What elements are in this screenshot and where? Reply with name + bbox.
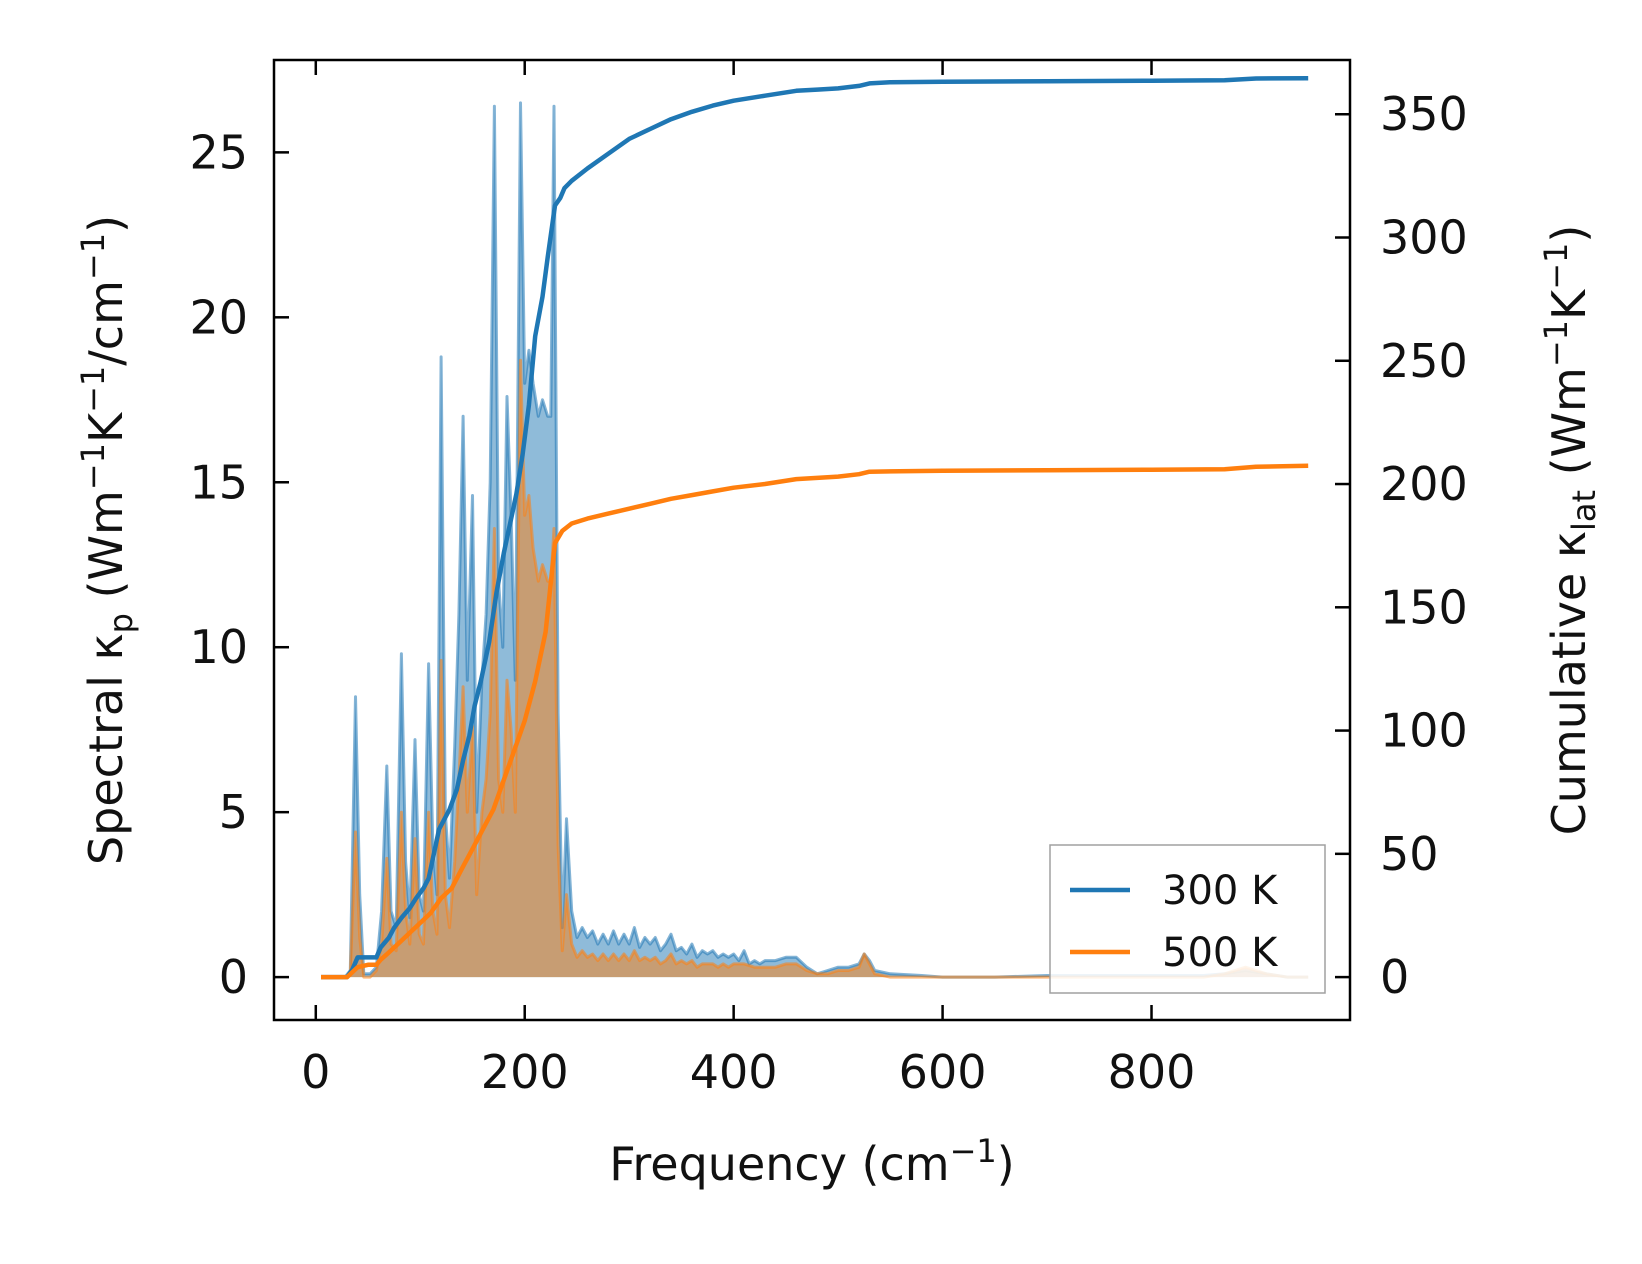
y-right-tick-label: 150 [1380, 580, 1468, 634]
spectral-line-300-k [321, 101, 1309, 979]
y-right-tick-label: 200 [1380, 457, 1468, 511]
y-left-tick-label: 10 [189, 620, 248, 674]
x-tick-label: 200 [481, 1045, 569, 1099]
x-tick-label: 800 [1108, 1045, 1196, 1099]
y-left-tick-label: 0 [219, 950, 248, 1004]
y-right-tick-label: 100 [1380, 704, 1468, 758]
y-left-tick-label: 20 [189, 290, 248, 344]
x-tick-label: 0 [301, 1045, 330, 1099]
legend-label-500-k: 500 K [1162, 930, 1279, 976]
cumulative-line-300-k [321, 75, 1309, 980]
y-right-tick-label: 350 [1380, 87, 1468, 141]
plot-frame [272, 58, 1352, 1022]
x-axis-title: Frequency (cm−1) [609, 1132, 1014, 1191]
legend: 300 K 500 K [1049, 844, 1326, 994]
spectral-line-500-k [321, 358, 1309, 979]
y-right-tick-label: 50 [1380, 827, 1439, 881]
cumulative-line-500-k [321, 463, 1309, 980]
x-tick-label: 600 [899, 1045, 987, 1099]
y-left-axis-title: Spectral κp (Wm−1K−1/cm−1) [74, 215, 140, 865]
y-right-tick-label: 250 [1380, 334, 1468, 388]
axis-titles: Frequency (cm−1) Spectral κp (Wm−1K−1/cm−… [74, 215, 1603, 1191]
cumulative-lines [321, 75, 1309, 980]
y-left-tick-label: 5 [219, 785, 248, 839]
y-right-tick-label: 0 [1380, 950, 1409, 1004]
y-left-tick-label: 15 [189, 455, 248, 509]
y-right-axis-title: Cumulative κlat (Wm−1K−1) [1537, 225, 1603, 836]
y-left-tick-label: 25 [189, 125, 248, 179]
legend-box [1049, 844, 1326, 994]
legend-label-300-k: 300 K [1162, 868, 1279, 914]
y-right-tick-label: 300 [1380, 211, 1468, 265]
spectral-areas [321, 101, 1309, 979]
axis-ticks: 0 200 400 600 800051015202505010015020025030… [189, 60, 1468, 1099]
x-tick-label: 400 [690, 1045, 778, 1099]
